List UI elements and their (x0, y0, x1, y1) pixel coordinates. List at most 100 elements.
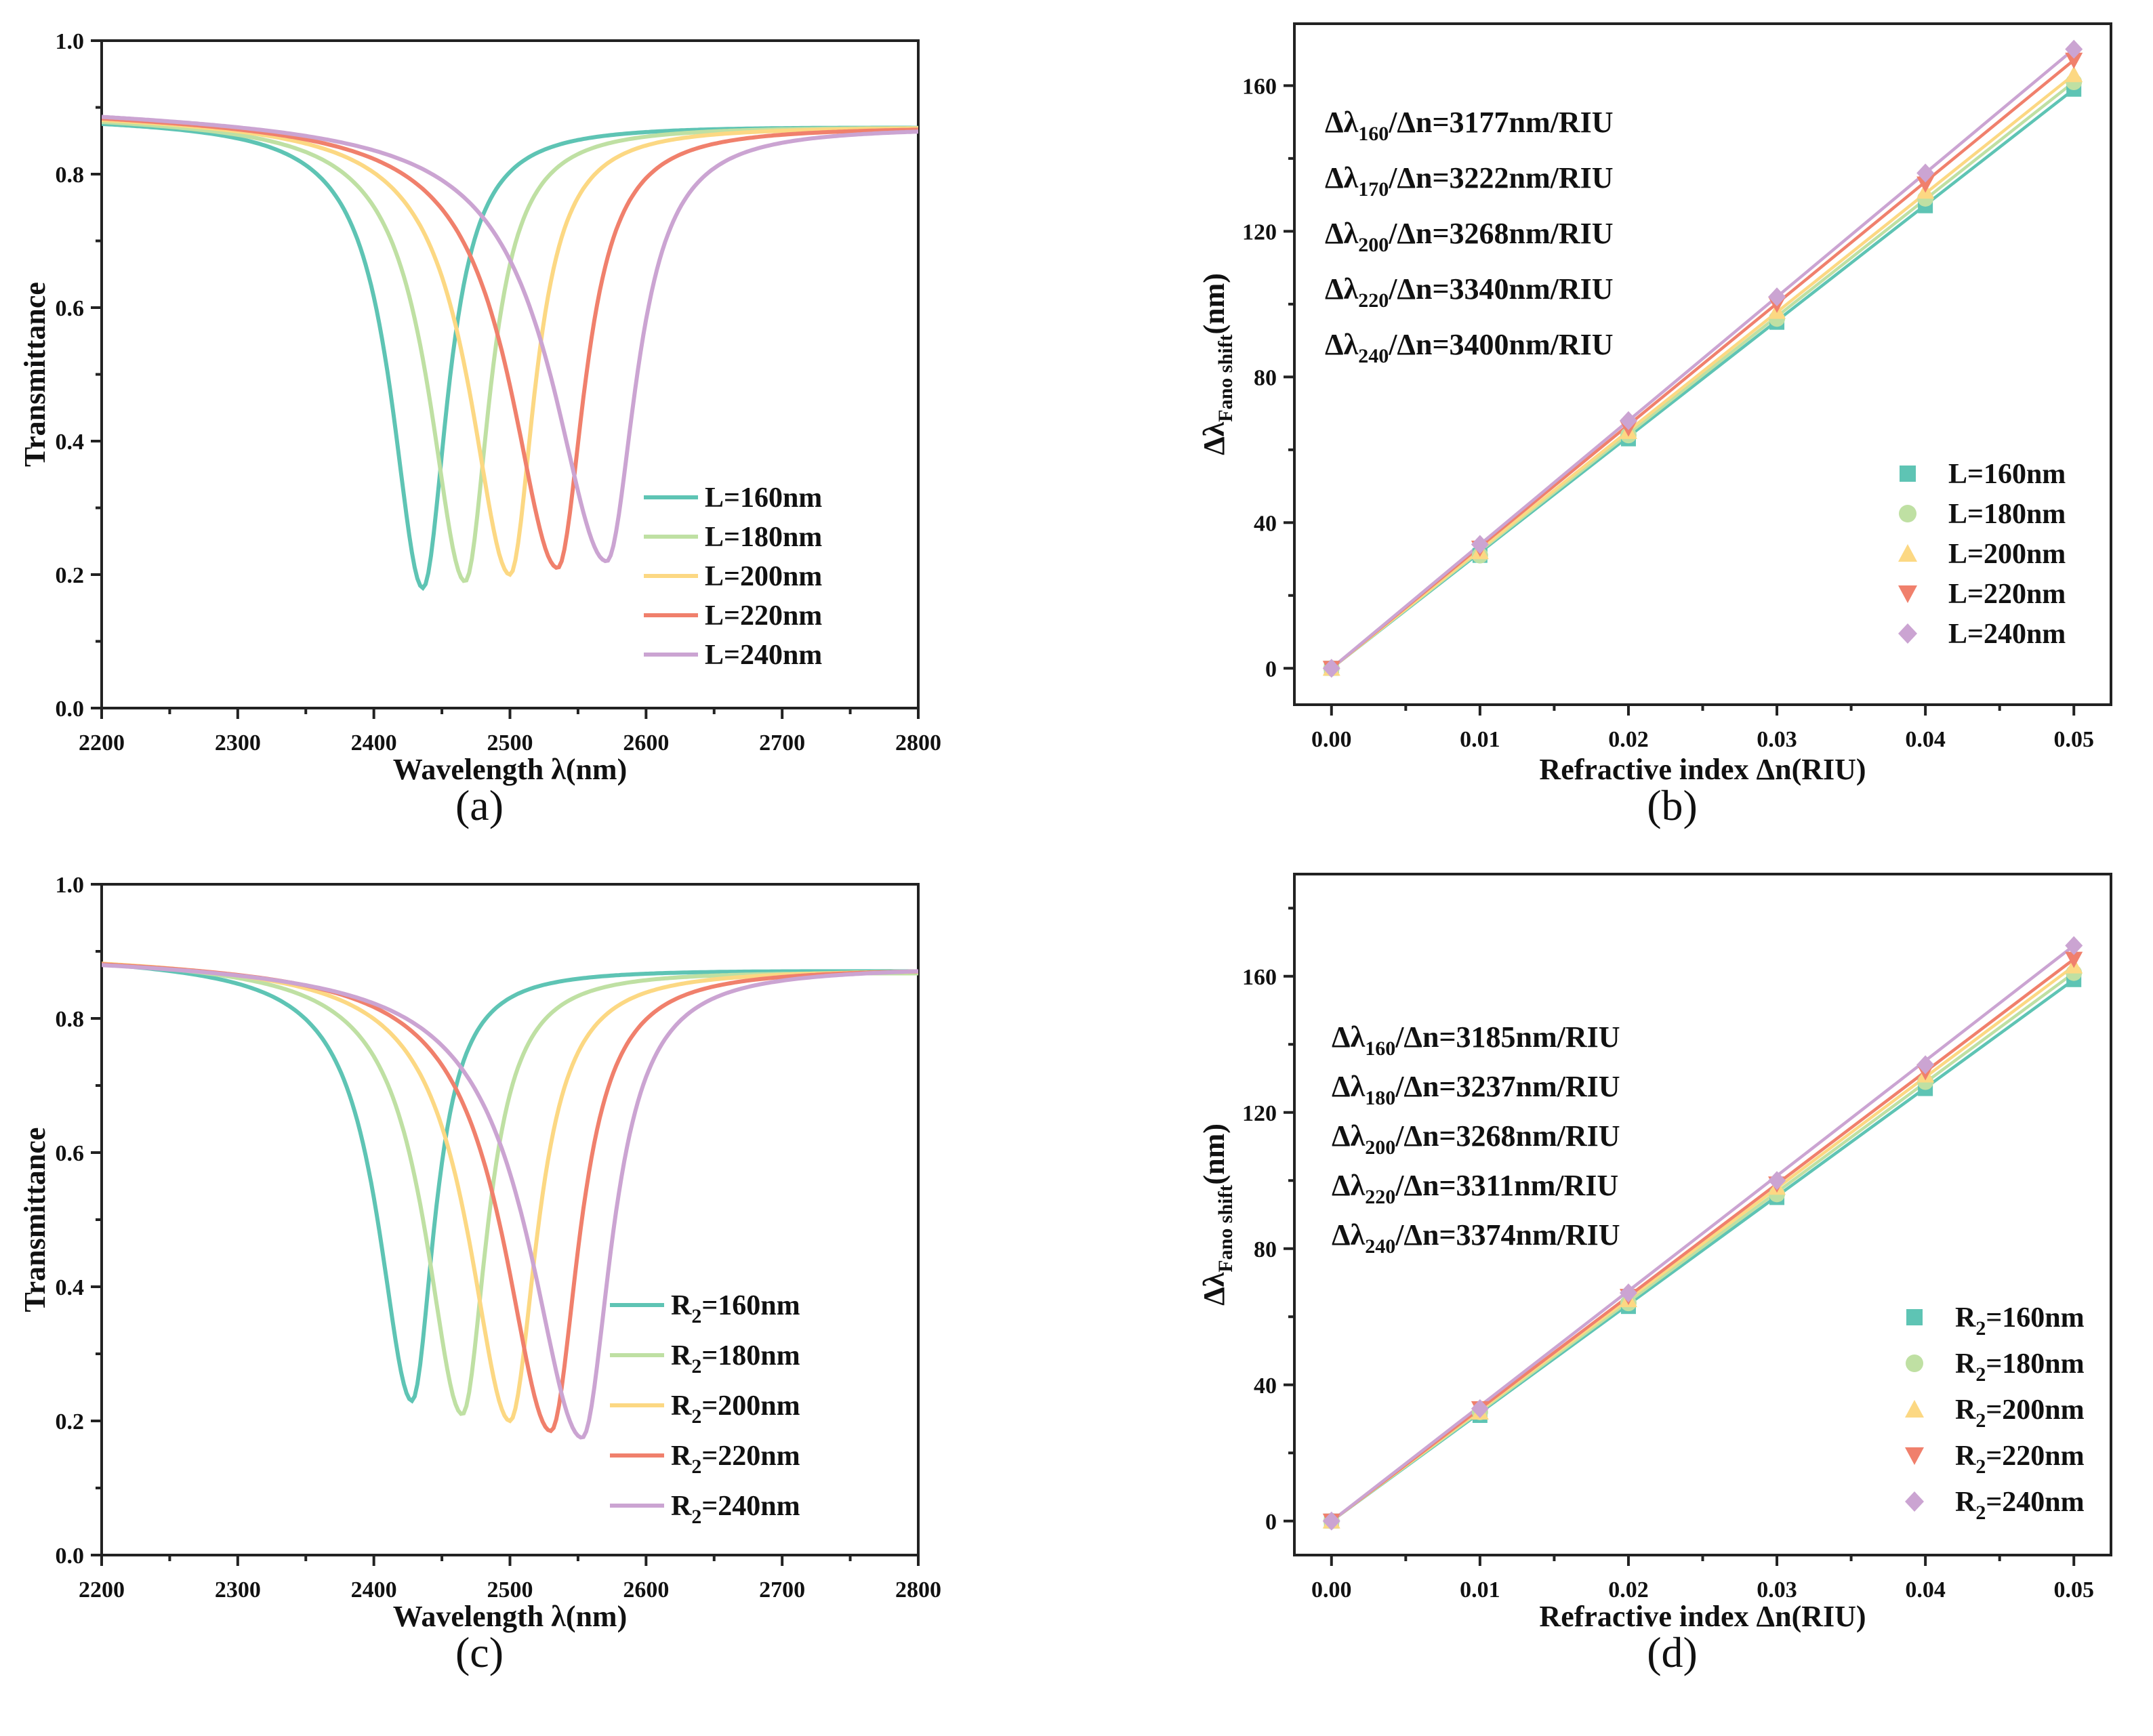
data-point (2065, 52, 2083, 69)
y-tick-label: 0.6 (56, 1141, 85, 1166)
legend-entry: L=220nm (1948, 579, 2066, 610)
legend-marker (1905, 1447, 1924, 1465)
y-tick-label: 0.2 (56, 1409, 85, 1434)
legend-entry: L=240nm (705, 640, 822, 671)
legend-entry: R2=220nm (1955, 1441, 2085, 1478)
y-tick-label: 160 (1242, 965, 1277, 990)
y-tick-label: 80 (1254, 365, 1277, 390)
x-axis-label: Refractive index Δn(RIU) (1539, 1600, 1866, 1633)
x-tick-label: 0.00 (1311, 727, 1352, 752)
legend-marker (1906, 1355, 1923, 1372)
series-line-4 (102, 115, 918, 564)
x-axis-label: Wavelength λ(nm) (393, 753, 628, 786)
legend-entry: R2=200nm (1955, 1394, 2085, 1432)
series-group (1322, 39, 2083, 678)
series-lines (102, 962, 918, 1440)
fit-line-2 (1330, 73, 2075, 670)
x-tick-label: 2300 (215, 1577, 261, 1603)
legend-entry: R2=160nm (671, 1290, 800, 1327)
legend-marker (1905, 1400, 1924, 1418)
legend-marker (1898, 585, 1917, 603)
x-tick-label: 0.01 (1460, 1577, 1500, 1603)
legend-entry: R2=180nm (1955, 1348, 2085, 1386)
chart-panel-a: 2200 2300 2400 2500 2600 2700 2800 0.0 0.2 0.4 0.6… (18, 29, 941, 829)
y-tick-label: 0.2 (56, 563, 85, 588)
legend-entry: L=180nm (705, 522, 822, 553)
y-axis-label: Transmittance (18, 1128, 52, 1313)
legend: L=160nm L=180nm L=200nm L=220nm L=240nm (644, 482, 822, 671)
y-axis-label: Transmittance (18, 282, 52, 467)
data-point (2065, 936, 2083, 955)
data-point (2065, 39, 2083, 59)
annotation: Δλ160/Δn=3177nm/RIU (1325, 106, 1614, 145)
x-tick-label: 2500 (487, 730, 533, 756)
x-axis-label: Refractive index Δn(RIU) (1539, 753, 1866, 786)
annotation: Δλ200/Δn=3268nm/RIU (1332, 1119, 1620, 1159)
series-lines (102, 115, 918, 592)
legend-entry: L=180nm (1948, 499, 2066, 530)
x-tick-label: 0.04 (1905, 1577, 1946, 1603)
legend-marker (1898, 544, 1917, 562)
fit-line-4 (1330, 47, 2075, 669)
x-tick-label: 0.05 (2053, 727, 2094, 752)
data-point (1619, 1283, 1637, 1303)
annotation: Δλ200/Δn=3268nm/RIU (1325, 217, 1614, 256)
x-tick-label: 2800 (895, 730, 941, 756)
x-tick-label: 0.04 (1905, 727, 1946, 752)
x-tick-label: 2400 (351, 730, 397, 756)
series-line-4 (102, 963, 918, 1440)
y-tick-label: 40 (1254, 1373, 1277, 1399)
x-tick-label: 2400 (351, 1577, 397, 1603)
data-point (1916, 163, 1935, 183)
annotation: Δλ220/Δn=3311nm/RIU (1332, 1169, 1618, 1208)
y-tick-label: 0.4 (56, 430, 85, 455)
data-point (1768, 287, 1786, 307)
panel-label: (d) (1647, 1628, 1698, 1676)
annotation: Δλ240/Δn=3400nm/RIU (1325, 328, 1614, 367)
x-tick-label: 2600 (623, 730, 669, 756)
y-tick-label: 160 (1242, 74, 1277, 99)
data-point (1768, 1171, 1786, 1191)
legend-entry: L=240nm (1948, 619, 2066, 650)
legend: R2=160nm R2=180nm R2=200nm R2=220nm R2=240nm (1905, 1302, 2085, 1524)
x-tick-label: 0.00 (1311, 1577, 1352, 1603)
sensitivity-annotations: Δλ160/Δn=3185nm/RIU Δλ180/Δn=3237nm/RIU Δλ… (1332, 1020, 1620, 1258)
legend-entry: R2=200nm (671, 1390, 800, 1428)
fit-line-3 (1330, 957, 2075, 1523)
x-tick-label: 2700 (759, 1577, 805, 1603)
data-point (2065, 951, 2083, 968)
legend-marker (1898, 623, 1917, 644)
legend: R2=160nm R2=180nm R2=200nm R2=220nm R2=240nm (610, 1290, 800, 1528)
x-axis-label: Wavelength λ(nm) (393, 1600, 628, 1633)
chart-panel-b: 0.00 0.01 0.02 0.03 0.04 0.05 0 40 80 120 160 Refra… (1197, 22, 2112, 829)
x-tick-label: 2200 (79, 730, 125, 756)
y-tick-label: 1.0 (56, 873, 85, 898)
y-tick-label: 0.8 (56, 163, 85, 188)
y-tick-label: 0 (1265, 1510, 1277, 1535)
data-point (1322, 659, 1340, 678)
chart-panel-d: 0.00 0.01 0.02 0.03 0.04 0.05 0 40 80 120 160 Refra… (1197, 873, 2112, 1676)
x-tick-label: 2300 (215, 730, 261, 756)
legend-marker (1899, 505, 1916, 522)
x-tick-label: 0.05 (2053, 1577, 2094, 1603)
x-tick-label: 2600 (623, 1577, 669, 1603)
legend-marker (1905, 1491, 1924, 1512)
legend-marker (1906, 1309, 1923, 1325)
panel-label: (a) (455, 781, 504, 829)
series-line-0 (102, 962, 918, 1404)
x-tick-label: 2500 (487, 1577, 533, 1603)
y-tick-label: 0.4 (56, 1275, 85, 1300)
y-tick-label: 0.0 (56, 1544, 85, 1569)
data-point (2065, 66, 2083, 83)
y-tick-label: 40 (1254, 511, 1277, 536)
y-tick-label: 120 (1242, 1101, 1277, 1126)
annotation: Δλ240/Δn=3374nm/RIU (1332, 1218, 1620, 1258)
legend-entry: L=160nm (1948, 459, 2066, 490)
chart-panel-c: 2200 2300 2400 2500 2600 2700 2800 0.0 0.2 0.4 0.6… (18, 873, 941, 1676)
data-point (1471, 1399, 1489, 1418)
panel-label: (c) (455, 1628, 504, 1676)
legend-entry: R2=180nm (671, 1340, 800, 1378)
y-axis-label: ΔλFano shift(nm) (1197, 273, 1237, 455)
series-line-3 (102, 116, 918, 571)
legend-entry: R2=240nm (1955, 1487, 2085, 1524)
